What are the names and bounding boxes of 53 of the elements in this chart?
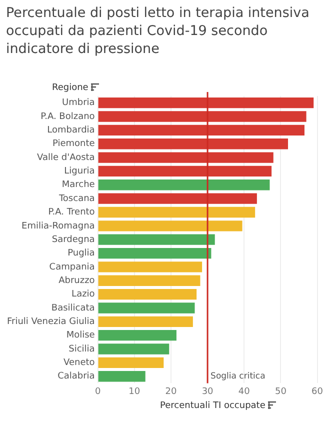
bar bbox=[98, 371, 146, 382]
x-tick-label: 60 bbox=[312, 386, 324, 397]
y-tick-label: Veneto bbox=[64, 358, 96, 368]
bar bbox=[98, 111, 306, 122]
ref-line-label: Soglia critica bbox=[210, 372, 266, 382]
x-tick-label: 10 bbox=[128, 386, 140, 397]
bar bbox=[98, 302, 195, 314]
y-axis-title: Regione bbox=[52, 83, 88, 93]
x-tick-label: 0 bbox=[94, 386, 101, 397]
y-tick-label: Sicilia bbox=[68, 344, 95, 354]
y-tick-label: Toscana bbox=[58, 194, 95, 204]
y-tick-label: Sardegna bbox=[52, 234, 95, 245]
y-tick-label: Piemonte bbox=[52, 139, 96, 150]
y-tick-label: Calabria bbox=[58, 372, 95, 382]
y-tick-label: Valle d'Aosta bbox=[37, 152, 95, 163]
bar bbox=[98, 288, 197, 300]
y-tick-label: Molise bbox=[66, 330, 96, 341]
bar bbox=[98, 220, 242, 232]
y-tick-label: P.A. Trento bbox=[48, 208, 96, 218]
x-axis-title: Percentuali TI occupate bbox=[160, 401, 266, 411]
y-tick-label: Abruzzo bbox=[58, 276, 96, 286]
bar bbox=[98, 316, 193, 327]
y-tick-label: Emilia-Romagna bbox=[22, 221, 95, 232]
y-tick-label: Umbria bbox=[62, 98, 95, 108]
x-tick-label: 40 bbox=[238, 386, 250, 397]
y-tick-label: Basilicata bbox=[51, 303, 95, 314]
bar bbox=[98, 180, 270, 190]
bar bbox=[98, 262, 202, 272]
y-tick-label: Puglia bbox=[68, 248, 95, 259]
x-tick-label: 20 bbox=[165, 386, 177, 397]
bar bbox=[98, 193, 257, 204]
y-tick-label: Marche bbox=[62, 180, 96, 190]
bar bbox=[98, 330, 176, 341]
bar bbox=[98, 98, 314, 108]
bar bbox=[98, 166, 272, 177]
y-tick-label: Lombardia bbox=[47, 126, 95, 136]
bar bbox=[98, 138, 288, 150]
bar bbox=[98, 248, 212, 259]
bar bbox=[98, 357, 164, 368]
x-tick-label: 30 bbox=[202, 386, 214, 397]
y-tick-label: Lazio bbox=[72, 290, 96, 300]
x-tick-label: 50 bbox=[274, 386, 287, 397]
y-tick-label: Liguria bbox=[64, 166, 95, 177]
bar bbox=[98, 124, 304, 136]
y-tick-label: Friuli Venezia Giulia bbox=[6, 317, 95, 327]
bar bbox=[98, 234, 215, 245]
chart-title: Percentuale di posti letto in terapia intensiva occupati da pazienti Covid-19 secondo indicatore di pressione bbox=[6, 4, 310, 58]
y-tick-label: Campania bbox=[49, 262, 95, 272]
bar bbox=[98, 344, 170, 354]
bar bbox=[98, 206, 256, 218]
bar bbox=[98, 152, 274, 163]
y-tick-label: P.A. Bolzano bbox=[40, 112, 96, 122]
bar bbox=[98, 275, 200, 286]
